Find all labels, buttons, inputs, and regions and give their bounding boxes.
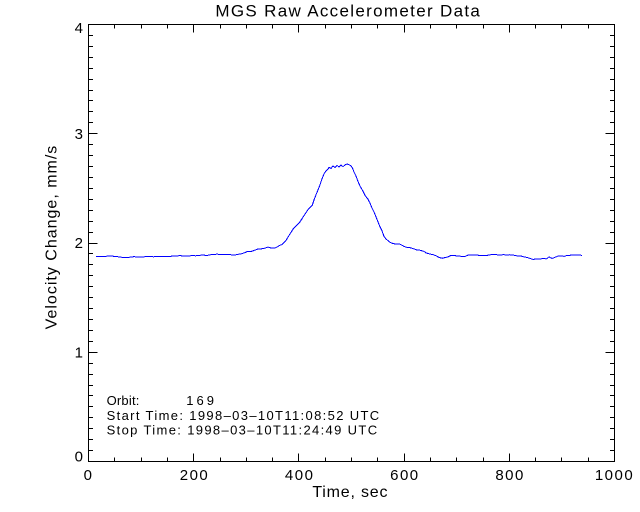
- svg-text:Start Time: 1998–03–10T11:08:5: Start Time: 1998–03–10T11:08:52 UTC: [107, 408, 381, 423]
- svg-text:4: 4: [75, 20, 83, 37]
- svg-text:2: 2: [75, 235, 83, 252]
- svg-text:1: 1: [75, 344, 83, 361]
- svg-text:3: 3: [75, 126, 83, 143]
- svg-text:MGS Raw Accelerometer Data: MGS Raw Accelerometer Data: [215, 2, 481, 21]
- svg-text:400: 400: [285, 467, 315, 484]
- svg-text:0: 0: [75, 449, 83, 466]
- svg-text:800: 800: [495, 467, 525, 484]
- svg-text:Time, sec: Time, sec: [312, 484, 388, 501]
- svg-text:200: 200: [180, 467, 210, 484]
- svg-text:Stop Time: 1998–03–10T11:24:49: Stop Time: 1998–03–10T11:24:49 UTC: [107, 422, 379, 437]
- svg-text:169: 169: [186, 393, 217, 408]
- svg-text:Orbit:: Orbit:: [107, 393, 140, 408]
- svg-text:1000: 1000: [595, 467, 634, 484]
- svg-text:0: 0: [84, 467, 94, 484]
- svg-text:Velocity Change, mm/s: Velocity Change, mm/s: [44, 145, 61, 330]
- svg-text:600: 600: [390, 467, 420, 484]
